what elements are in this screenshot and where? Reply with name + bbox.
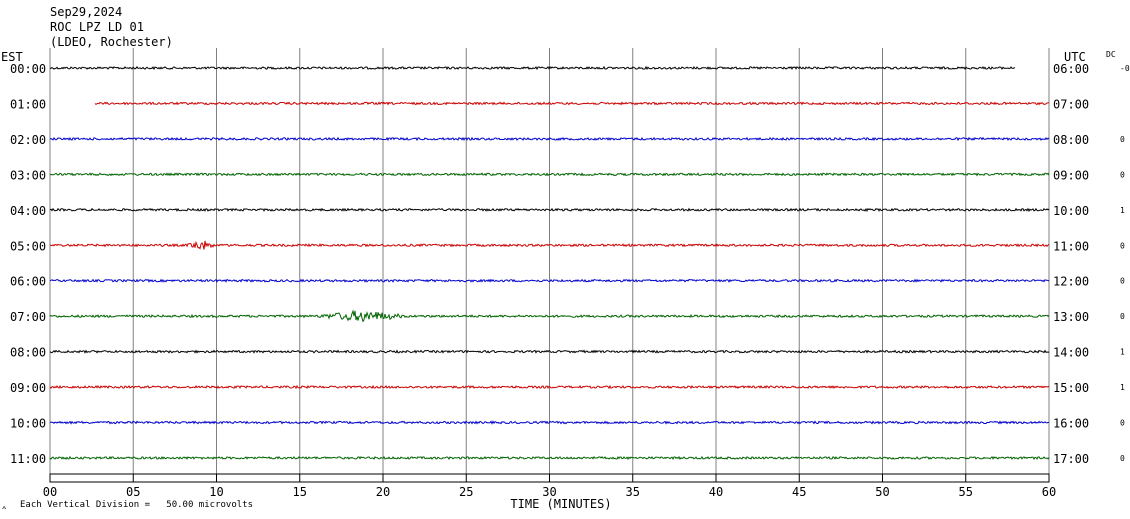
est-time-label: 05:00	[10, 239, 46, 253]
x-tick-label: 25	[459, 485, 473, 499]
utc-time-label: 16:00	[1053, 417, 1089, 431]
x-axis-title: TIME (MINUTES)	[510, 497, 611, 511]
utc-time-label: 13:00	[1053, 310, 1089, 324]
dc-offset-label: -0	[1120, 64, 1130, 73]
x-tick-label: 35	[626, 485, 640, 499]
est-time-label: 06:00	[10, 275, 46, 289]
utc-time-label: 17:00	[1053, 452, 1089, 466]
x-tick-label: 50	[875, 485, 889, 499]
x-tick-label: 20	[376, 485, 390, 499]
scale-marker-icon: ⟑	[2, 503, 7, 511]
dc-offset-label: 1	[1120, 206, 1125, 215]
dc-offset-label: 0	[1120, 419, 1125, 428]
trace-line	[49, 278, 1050, 283]
x-tick-label: 05	[126, 485, 140, 499]
dc-offset-label: 0	[1120, 312, 1125, 321]
dc-offset-label: 0	[1120, 170, 1125, 179]
utc-time-label: 15:00	[1053, 381, 1089, 395]
est-time-label: 09:00	[10, 381, 46, 395]
x-tick-label: 55	[959, 485, 973, 499]
est-time-label: 04:00	[10, 204, 46, 218]
dc-header: DC	[1106, 50, 1116, 59]
trace-line	[49, 172, 1050, 177]
utc-time-label: 07:00	[1053, 97, 1089, 111]
utc-time-label: 06:00	[1053, 62, 1089, 76]
utc-time-label: 10:00	[1053, 204, 1089, 218]
dc-offset-label: 0	[1120, 277, 1125, 286]
trace-line	[49, 309, 1050, 323]
dc-offset-label: 0	[1120, 454, 1125, 463]
trace-line	[49, 207, 1050, 213]
traces	[49, 65, 1050, 461]
dc-offset-label: 1	[1120, 383, 1125, 392]
trace-line	[49, 349, 1050, 354]
est-time-label: 00:00	[10, 62, 46, 76]
trace-line	[49, 65, 1016, 71]
utc-time-label: 11:00	[1053, 239, 1089, 253]
x-tick-label: 00	[43, 485, 57, 499]
dc-offset-label: 1	[1120, 348, 1125, 357]
x-tick-label: 60	[1042, 485, 1056, 499]
utc-time-label: 14:00	[1053, 346, 1089, 360]
est-time-label: 11:00	[10, 452, 46, 466]
x-tick-label: 15	[293, 485, 307, 499]
dc-offset-label: 0	[1120, 135, 1125, 144]
grid	[49, 48, 1050, 474]
x-tick-labels: 00 05 10 15 20 25 30 35 40 45 50 55 60	[43, 474, 1056, 499]
trace-line	[50, 240, 1050, 250]
est-time-label: 01:00	[10, 97, 46, 111]
scale-note: Each Vertical Division = 50.00 microvolt…	[20, 500, 253, 510]
utc-time-label: 08:00	[1053, 133, 1089, 147]
x-tick-label: 40	[709, 485, 723, 499]
row-labels: 00:00 06:00 -0 01:00 07:00 02:00 08:00 0 03:00 09…	[10, 62, 1130, 466]
network-label: (LDEO, Rochester)	[50, 35, 173, 49]
utc-time-label: 12:00	[1053, 275, 1089, 289]
est-header: EST	[1, 50, 23, 64]
est-time-label: 03:00	[10, 168, 46, 182]
trace-line	[94, 101, 1050, 106]
utc-header: UTC	[1064, 50, 1086, 64]
utc-time-label: 09:00	[1053, 168, 1089, 182]
trace-line	[49, 136, 1050, 142]
est-time-label: 02:00	[10, 133, 46, 147]
station-label: ROC LPZ LD 01	[50, 20, 144, 34]
x-tick-label: 45	[792, 485, 806, 499]
est-time-label: 07:00	[10, 310, 46, 324]
x-tick-label: 30	[542, 485, 556, 499]
trace-line	[49, 420, 1050, 425]
x-tick-label: 10	[209, 485, 223, 499]
est-time-label: 08:00	[10, 346, 46, 360]
trace-line	[49, 455, 1050, 461]
trace-line	[49, 384, 1050, 390]
date-label: Sep29,2024	[50, 5, 122, 19]
est-time-label: 10:00	[10, 417, 46, 431]
dc-offset-label: 0	[1120, 241, 1125, 250]
